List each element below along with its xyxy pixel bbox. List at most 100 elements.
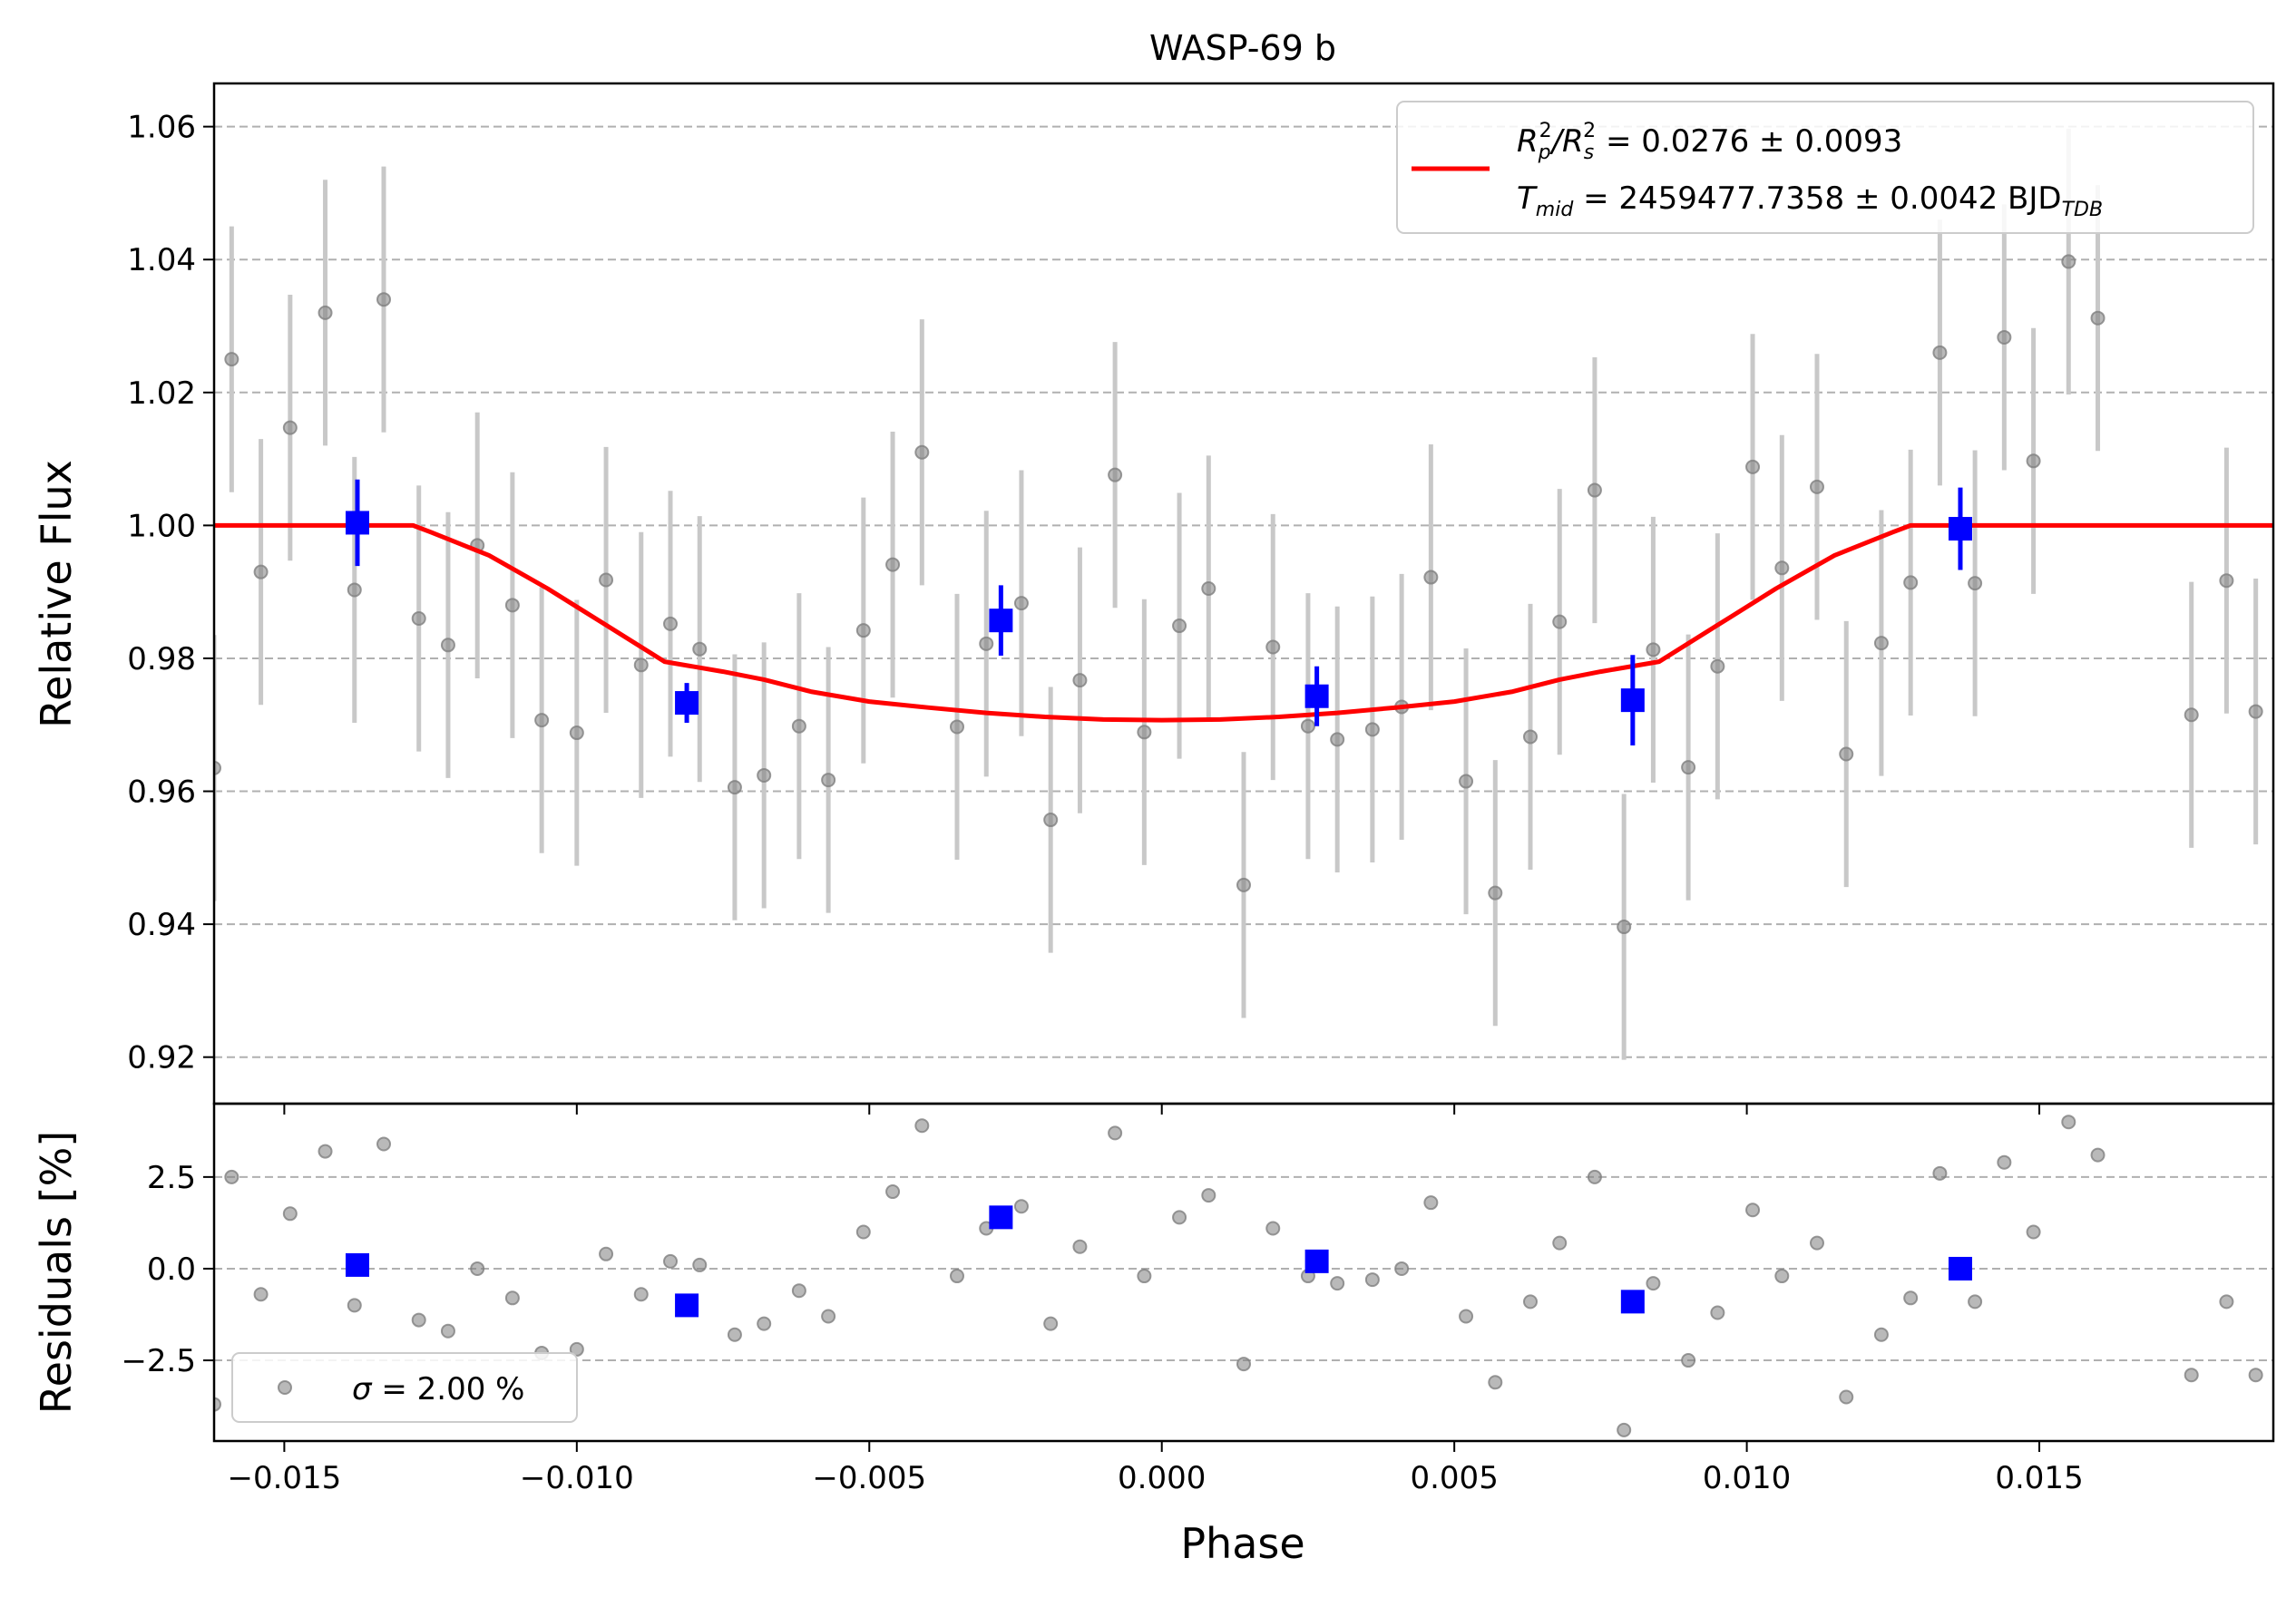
flux-data-point bbox=[376, 292, 392, 307]
flux-y-tick-label: 0.96 bbox=[127, 774, 196, 811]
residual-data-point bbox=[1330, 1276, 1345, 1291]
flux-data-point bbox=[1013, 596, 1029, 611]
residual-data-point bbox=[1809, 1235, 1824, 1251]
residual-data-point bbox=[1394, 1261, 1410, 1276]
flux-data-point bbox=[1587, 482, 1602, 498]
legend-data-marker bbox=[278, 1380, 292, 1395]
residual-data-point bbox=[2184, 1368, 2199, 1383]
flux-data-point bbox=[599, 572, 614, 588]
flux-data-point bbox=[534, 713, 550, 728]
residual-data-point bbox=[1137, 1269, 1152, 1284]
flux-data-point bbox=[1839, 746, 1854, 762]
flux-data-point bbox=[1201, 581, 1216, 597]
flux-data-point bbox=[2219, 573, 2234, 589]
binned-residual-point bbox=[1304, 1249, 1329, 1273]
residual-data-point bbox=[470, 1261, 485, 1276]
flux-data-point bbox=[1043, 813, 1059, 828]
flux-data-point bbox=[1774, 560, 1790, 576]
residual-data-point bbox=[791, 1283, 806, 1299]
flux-data-point bbox=[950, 719, 965, 735]
binned-residual-point bbox=[345, 1252, 369, 1277]
flux-data-point bbox=[1710, 658, 1725, 674]
flux-data-point bbox=[2026, 453, 2041, 469]
flux-data-point bbox=[885, 557, 901, 572]
residual-data-point bbox=[282, 1206, 298, 1222]
flux-data-point bbox=[1745, 459, 1761, 474]
binned-residual-point bbox=[1948, 1256, 1972, 1281]
flux-x-ticks bbox=[283, 1104, 2041, 1115]
x-axis-label: Phase bbox=[1180, 1519, 1304, 1568]
residual-data-point bbox=[1265, 1221, 1281, 1236]
residual-data-point bbox=[1013, 1199, 1029, 1214]
residual-data-point bbox=[2090, 1147, 2105, 1163]
residual-data-point bbox=[1236, 1357, 1251, 1372]
residual-data-point bbox=[1072, 1239, 1088, 1254]
residual-data-point bbox=[1488, 1375, 1503, 1390]
flux-data-point bbox=[663, 616, 679, 631]
residual-data-point bbox=[504, 1290, 520, 1306]
binned-flux-point bbox=[345, 511, 369, 535]
flux-data-point bbox=[224, 352, 239, 367]
residuals-axes-frame bbox=[212, 1102, 2275, 1443]
residual-data-point bbox=[214, 1397, 221, 1412]
residual-data-point bbox=[599, 1246, 614, 1261]
flux-data-point bbox=[1932, 345, 1948, 360]
flux-data-point bbox=[1522, 729, 1538, 745]
flux-data-point bbox=[282, 420, 298, 435]
flux-data-point bbox=[214, 760, 221, 775]
residual-data-point bbox=[1364, 1272, 1380, 1288]
binned-flux-point bbox=[1304, 684, 1329, 708]
residual-data-point bbox=[1201, 1188, 1216, 1203]
residuals-x-ticks: −0.015 −0.010 −0.005 0.000 0.005 0.010 0.015 bbox=[227, 1441, 2084, 1496]
flux-data-point bbox=[1552, 614, 1568, 629]
flux-legend: Rp2/Rs2 = 0.0276 ± 0.0093 Tmid = 2459477… bbox=[1396, 101, 2254, 234]
flux-data-point bbox=[1459, 774, 1474, 789]
residual-data-point bbox=[1552, 1235, 1568, 1251]
flux-y-tick-label: 1.06 bbox=[127, 110, 196, 146]
binned-residual-point bbox=[1620, 1290, 1645, 1314]
residual-data-point bbox=[1997, 1154, 2012, 1170]
residuals-x-tick-label: −0.015 bbox=[227, 1460, 341, 1496]
flux-data-point bbox=[1646, 642, 1661, 657]
residual-data-point bbox=[633, 1287, 649, 1302]
binned-residual-point bbox=[989, 1205, 1013, 1230]
residual-data-point bbox=[376, 1136, 392, 1152]
residuals-y-tick-label: 2.5 bbox=[147, 1160, 196, 1196]
flux-data-point bbox=[569, 725, 584, 741]
flux-data-point bbox=[1997, 329, 2012, 345]
transit-model-line bbox=[214, 522, 2273, 723]
residual-data-point bbox=[318, 1144, 333, 1159]
flux-data-point bbox=[318, 305, 333, 320]
flux-data-point bbox=[1236, 877, 1251, 892]
flux-y-axis-label: Relative Flux bbox=[32, 460, 81, 728]
residual-data-point bbox=[821, 1309, 836, 1324]
legend-sigma: σ = 2.00 % bbox=[352, 1371, 524, 1407]
residuals-legend: σ = 2.00 % bbox=[231, 1352, 578, 1423]
flux-data-point bbox=[1137, 725, 1152, 740]
residuals-x-tick-label: 0.000 bbox=[1118, 1460, 1206, 1496]
flux-data-point bbox=[347, 582, 362, 598]
flux-data-point bbox=[855, 623, 871, 638]
residual-data-point bbox=[885, 1184, 901, 1200]
flux-y-tick-label: 1.00 bbox=[127, 508, 196, 544]
residual-data-point bbox=[950, 1269, 965, 1284]
flux-data-point bbox=[1172, 618, 1187, 634]
residual-data-point bbox=[1839, 1389, 1854, 1405]
flux-data-point bbox=[2248, 704, 2263, 719]
residual-data-point bbox=[440, 1323, 455, 1339]
flux-data-point bbox=[1265, 639, 1281, 655]
residual-data-point bbox=[1646, 1276, 1661, 1291]
flux-data-point bbox=[1873, 636, 1889, 651]
residuals-plot-area bbox=[214, 1115, 2263, 1437]
flux-data-point bbox=[692, 641, 708, 657]
residual-data-point bbox=[1172, 1210, 1187, 1225]
flux-data-point bbox=[253, 564, 269, 579]
residual-data-point bbox=[1459, 1309, 1474, 1324]
residual-data-point bbox=[1587, 1169, 1602, 1184]
residual-data-point bbox=[1522, 1294, 1538, 1310]
residuals-x-tick-label: −0.010 bbox=[520, 1460, 634, 1496]
residual-data-point bbox=[2248, 1368, 2263, 1383]
flux-data-point bbox=[411, 610, 426, 626]
residual-data-point bbox=[1968, 1294, 1983, 1310]
